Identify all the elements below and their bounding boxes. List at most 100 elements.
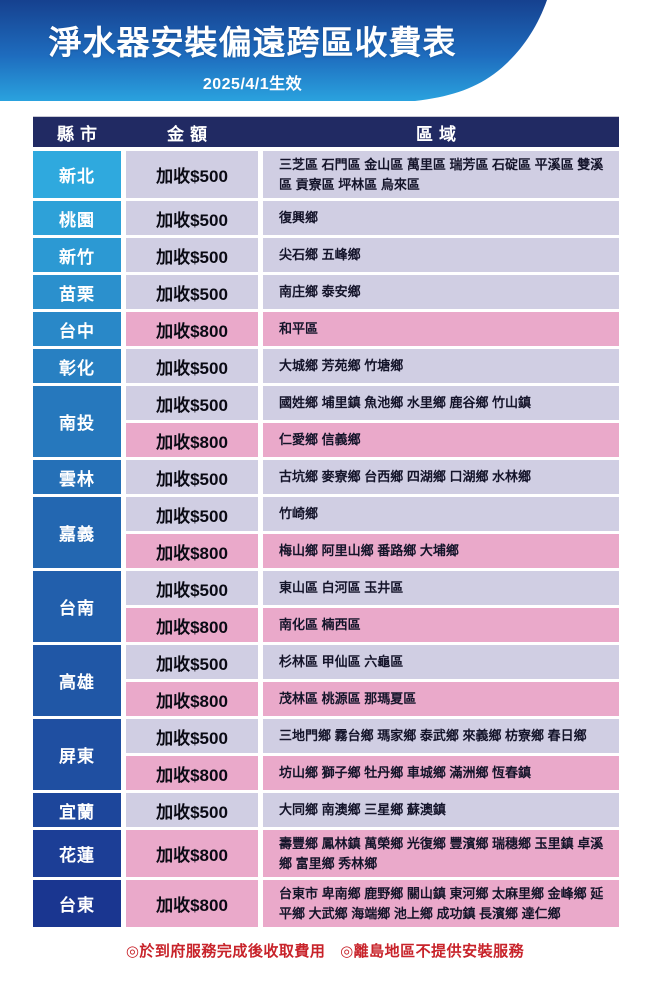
fee-amount-cell: 加收$500 [126,238,258,272]
area-list-cell: 和平區 [263,312,619,346]
area-list-text: 台東市 卑南鄉 鹿野鄉 關山鎮 東河鄉 太麻里鄉 金峰鄉 延平鄉 大武鄉 海端鄉… [279,886,604,921]
header-swoosh-decoration [415,0,650,101]
area-list-cell: 東山區 白河區 玉井區 [263,571,619,605]
area-list-cell: 坊山鄉 獅子鄉 牡丹鄉 車城鄉 滿洲鄉 恆春鎮 [263,756,619,790]
fee-row: 加收$500 杉林區 甲仙區 六龜區 [126,645,619,679]
area-list-text: 仁愛鄉 信義鄉 [279,432,361,448]
fee-amount-cell: 加收$500 [126,719,258,753]
fee-row: 加收$500 古坑鄉 麥寮鄉 台西鄉 四湖鄉 口湖鄉 水林鄉 [126,460,619,494]
county-sub-rows: 加收$500 國姓鄉 埔里鎮 魚池鄉 水里鄉 鹿谷鄉 竹山鎮加收$800 仁愛鄉 信… [126,386,619,457]
area-list-cell: 三地門鄉 霧台鄉 瑪家鄉 泰武鄉 來義鄉 枋寮鄉 春日鄉 [263,719,619,753]
county-sub-rows: 加收$500 大城鄉 芳苑鄉 竹塘鄉 [126,349,619,383]
fee-amount-cell: 加收$800 [126,608,258,642]
fee-amount-cell: 加收$500 [126,645,258,679]
county-row-group: 嘉義 加收$500 竹崎鄉 加收$800 梅山鄉 阿里山鄉 番路鄉 大埔鄉 [33,497,619,568]
county-sub-rows: 加收$500 南庄鄉 泰安鄉 [126,275,619,309]
area-list-cell: 台東市 卑南鄉 鹿野鄉 關山鎮 東河鄉 太麻里鄉 金峰鄉 延平鄉 大武鄉 海端鄉… [263,880,619,927]
county-sub-rows: 加收$500 復興鄉 [126,201,619,235]
fee-amount-cell: 加收$800 [126,756,258,790]
county-cell: 高雄 [33,645,121,716]
county-sub-rows: 加收$500 古坑鄉 麥寮鄉 台西鄉 四湖鄉 口湖鄉 水林鄉 [126,460,619,494]
area-list-cell: 壽豐鄉 鳳林鎮 萬榮鄉 光復鄉 豐濱鄉 瑞穗鄉 玉里鎮 卓溪鄉 富里鄉 秀林鄉 [263,830,619,877]
fee-row: 加收$500 南庄鄉 泰安鄉 [126,275,619,309]
fee-row: 加收$800 台東市 卑南鄉 鹿野鄉 關山鎮 東河鄉 太麻里鄉 金峰鄉 延平鄉 大… [126,880,619,927]
county-row-group: 雲林 加收$500 古坑鄉 麥寮鄉 台西鄉 四湖鄉 口湖鄉 水林鄉 [33,460,619,494]
page-header: 淨水器安裝偏遠跨區收費表 2025/4/1生效 [0,0,650,101]
county-cell: 台中 [33,312,121,346]
county-row-group: 新北 加收$500 三芝區 石門區 金山區 萬里區 瑞芳區 石碇區 平溪區 雙溪區 … [33,151,619,198]
county-row-group: 苗栗 加收$500 南庄鄉 泰安鄉 [33,275,619,309]
county-row-group: 花蓮 加收$800 壽豐鄉 鳳林鎮 萬榮鄉 光復鄉 豐濱鄉 瑞穗鄉 玉里鎮 卓溪鄉 … [33,830,619,877]
area-list-cell: 茂林區 桃源區 那瑪夏區 [263,682,619,716]
page-title: 淨水器安裝偏遠跨區收費表 [48,24,457,61]
county-row-group: 台中 加收$800 和平區 [33,312,619,346]
county-cell: 花蓮 [33,830,121,877]
fee-row: 加收$500 國姓鄉 埔里鎮 魚池鄉 水里鄉 鹿谷鄉 竹山鎮 [126,386,619,420]
area-list-text: 壽豐鄉 鳳林鎮 萬榮鄉 光復鄉 豐濱鄉 瑞穗鄉 玉里鎮 卓溪鄉 富里鄉 秀林鄉 [279,836,604,871]
fee-row: 加收$800 茂林區 桃源區 那瑪夏區 [126,682,619,716]
fee-row: 加收$500 三芝區 石門區 金山區 萬里區 瑞芳區 石碇區 平溪區 雙溪區 貢寮… [126,151,619,198]
area-list-text: 茂林區 桃源區 那瑪夏區 [279,691,417,707]
fee-row: 加收$800 坊山鄉 獅子鄉 牡丹鄉 車城鄉 滿洲鄉 恆春鎮 [126,756,619,790]
fee-table-body: 新北 加收$500 三芝區 石門區 金山區 萬里區 瑞芳區 石碇區 平溪區 雙溪區 … [33,151,619,927]
fee-amount-cell: 加收$800 [126,423,258,457]
county-cell: 台南 [33,571,121,642]
area-list-cell: 三芝區 石門區 金山區 萬里區 瑞芳區 石碇區 平溪區 雙溪區 貢寮區 坪林區 … [263,151,619,198]
county-cell: 桃園 [33,201,121,235]
county-sub-rows: 加收$500 三地門鄉 霧台鄉 瑪家鄉 泰武鄉 來義鄉 枋寮鄉 春日鄉加收$800… [126,719,619,790]
fee-table: 縣市 金額 區域 新北 加收$500 三芝區 石門區 金山區 萬里區 瑞芳區 石碇區… [33,116,619,927]
area-list-text: 尖石鄉 五峰鄉 [279,247,361,263]
county-row-group: 南投 加收$500 國姓鄉 埔里鎮 魚池鄉 水里鄉 鹿谷鄉 竹山鎮 加收$800 仁愛鄉… [33,386,619,457]
area-list-cell: 古坑鄉 麥寮鄉 台西鄉 四湖鄉 口湖鄉 水林鄉 [263,460,619,494]
fee-amount-cell: 加收$500 [126,386,258,420]
fee-amount-cell: 加收$500 [126,201,258,235]
county-sub-rows: 加收$800 壽豐鄉 鳳林鎮 萬榮鄉 光復鄉 豐濱鄉 瑞穗鄉 玉里鎮 卓溪鄉 富里… [126,830,619,877]
county-row-group: 高雄 加收$500 杉林區 甲仙區 六龜區 加收$800 茂林區 桃源區 那瑪夏區 [33,645,619,716]
column-header-area: 區域 [416,124,462,144]
area-list-text: 復興鄉 [279,210,319,226]
fee-row: 加收$500 尖石鄉 五峰鄉 [126,238,619,272]
area-list-text: 三地門鄉 霧台鄉 瑪家鄉 泰武鄉 來義鄉 枋寮鄉 春日鄉 [279,728,587,744]
fee-row: 加收$500 大同鄉 南澳鄉 三星鄉 蘇澳鎮 [126,793,619,827]
area-list-cell: 竹崎鄉 [263,497,619,531]
area-list-text: 坊山鄉 獅子鄉 牡丹鄉 車城鄉 滿洲鄉 恆春鎮 [279,765,532,781]
fee-amount-cell: 加收$500 [126,571,258,605]
area-list-text: 和平區 [279,321,319,337]
header-content: 淨水器安裝偏遠跨區收費表 2025/4/1生效 [0,24,505,94]
county-sub-rows: 加收$500 三芝區 石門區 金山區 萬里區 瑞芳區 石碇區 平溪區 雙溪區 貢寮… [126,151,619,198]
fee-row: 加收$800 壽豐鄉 鳳林鎮 萬榮鄉 光復鄉 豐濱鄉 瑞穗鄉 玉里鎮 卓溪鄉 富里… [126,830,619,877]
county-sub-rows: 加收$800 台東市 卑南鄉 鹿野鄉 關山鎮 東河鄉 太麻里鄉 金峰鄉 延平鄉 大… [126,880,619,927]
fee-row: 加收$800 南化區 楠西區 [126,608,619,642]
county-cell: 屏東 [33,719,121,790]
area-list-text: 南庄鄉 泰安鄉 [279,284,361,300]
fee-amount-cell: 加收$800 [126,830,258,877]
area-list-cell: 梅山鄉 阿里山鄉 番路鄉 大埔鄉 [263,534,619,568]
area-list-cell: 仁愛鄉 信義鄉 [263,423,619,457]
county-cell: 台東 [33,880,121,927]
fee-row: 加收$500 三地門鄉 霧台鄉 瑪家鄉 泰武鄉 來義鄉 枋寮鄉 春日鄉 [126,719,619,753]
county-sub-rows: 加收$500 尖石鄉 五峰鄉 [126,238,619,272]
table-header-row: 縣市 金額 區域 [33,116,619,147]
county-row-group: 桃園 加收$500 復興鄉 [33,201,619,235]
note-islands: ◎離島地區不提供安裝服務 [340,943,525,960]
column-header-county: 縣市 [57,124,103,144]
county-row-group: 彰化 加收$500 大城鄉 芳苑鄉 竹塘鄉 [33,349,619,383]
fee-row: 加收$500 大城鄉 芳苑鄉 竹塘鄉 [126,349,619,383]
county-sub-rows: 加收$500 杉林區 甲仙區 六龜區 加收$800 茂林區 桃源區 那瑪夏區 [126,645,619,716]
fee-amount-cell: 加收$800 [126,534,258,568]
effective-date: 2025/4/1生效 [202,75,303,93]
county-cell: 苗栗 [33,275,121,309]
fee-row: 加收$500 東山區 白河區 玉井區 [126,571,619,605]
area-list-text: 國姓鄉 埔里鎮 魚池鄉 水里鄉 鹿谷鄉 竹山鎮 [279,395,532,411]
area-list-cell: 復興鄉 [263,201,619,235]
fee-amount-cell: 加收$800 [126,682,258,716]
fee-row: 加收$800 仁愛鄉 信義鄉 [126,423,619,457]
area-list-cell: 大同鄉 南澳鄉 三星鄉 蘇澳鎮 [263,793,619,827]
area-list-text: 三芝區 石門區 金山區 萬里區 瑞芳區 石碇區 平溪區 雙溪區 貢寮區 坪林區 … [279,157,604,192]
county-row-group: 台東 加收$800 台東市 卑南鄉 鹿野鄉 關山鎮 東河鄉 太麻里鄉 金峰鄉 延平鄉… [33,880,619,927]
note-payment: ◎於到府服務完成後收取費用 [125,943,326,960]
county-cell: 彰化 [33,349,121,383]
fee-amount-cell: 加收$500 [126,349,258,383]
county-row-group: 台南 加收$500 東山區 白河區 玉井區 加收$800 南化區 楠西區 [33,571,619,642]
